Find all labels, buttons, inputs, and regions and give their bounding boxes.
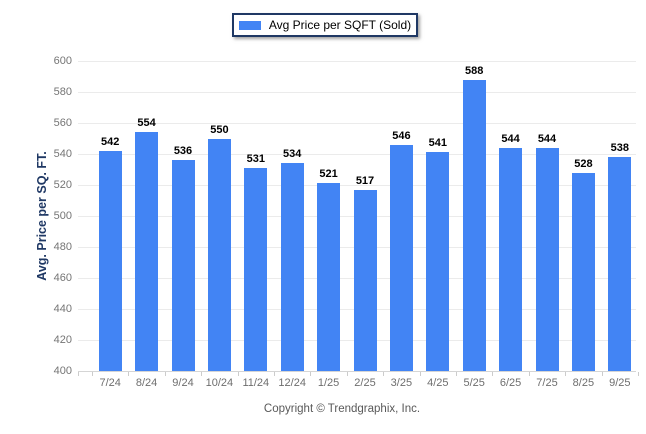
x-tick-mark	[92, 372, 93, 376]
x-tick-label: 7/24	[99, 377, 121, 389]
bar-value-label: 546	[392, 129, 411, 142]
x-tick-label: 9/24	[172, 377, 194, 389]
gridline	[78, 371, 636, 372]
bar-2/25	[353, 189, 377, 371]
x-tick-mark	[528, 372, 530, 376]
bar-1/25	[317, 183, 341, 371]
x-tick-mark	[383, 372, 385, 376]
bar-value-label: 542	[101, 135, 120, 148]
y-tick-label: 420	[53, 334, 72, 346]
bar-value-label: 538	[610, 142, 629, 155]
x-tick-mark	[310, 372, 312, 376]
gridline	[78, 123, 636, 124]
bar-8/24	[135, 132, 159, 371]
bar-value-label: 544	[537, 132, 557, 145]
x-tick-mark	[201, 372, 203, 376]
x-tick-mark	[419, 372, 421, 376]
y-tick-label: 520	[53, 179, 72, 191]
gridline	[78, 185, 636, 186]
bar-value-label: 550	[210, 123, 229, 136]
y-tick-label: 440	[53, 303, 72, 315]
x-tick-label: 7/25	[536, 377, 558, 389]
chart-legend: Avg Price per SQFT (Sold)	[232, 13, 418, 37]
bar-4/25	[426, 152, 450, 371]
x-tick-mark	[237, 372, 239, 376]
x-tick-mark	[346, 372, 348, 376]
bar-7/24	[98, 150, 122, 371]
gridline	[78, 61, 636, 62]
x-tick-label: 4/25	[427, 377, 449, 389]
bar-7/25	[535, 147, 559, 371]
x-tick-mark	[274, 372, 275, 376]
x-tick-mark	[456, 372, 457, 376]
y-tick-label: 480	[53, 241, 72, 253]
bar-value-label: 544	[501, 132, 520, 145]
x-tick-label: 10/24	[205, 377, 234, 389]
bar-5/25	[462, 79, 486, 371]
y-tick-label: 540	[53, 148, 72, 160]
bar-value-label: 528	[574, 157, 593, 170]
x-tick-label: 6/25	[499, 377, 522, 389]
bar-12/24	[280, 163, 304, 371]
bar-value-label: 517	[355, 174, 375, 187]
bar-value-label: 554	[137, 117, 156, 130]
legend-swatch-icon	[238, 20, 261, 30]
x-tick-label: 8/25	[572, 377, 595, 389]
bar-value-label: 521	[319, 168, 338, 181]
y-tick-label: 500	[53, 210, 72, 222]
bar-value-label: 534	[283, 148, 302, 161]
x-tick-label: 11/24	[242, 377, 270, 389]
bar-11/24	[244, 167, 268, 371]
bar-9/24	[171, 160, 195, 371]
y-tick-label: 560	[53, 117, 72, 129]
x-tick-label: 3/25	[390, 377, 413, 389]
x-tick-mark	[601, 372, 603, 376]
y-tick-label: 580	[53, 86, 72, 98]
x-tick-label: 5/25	[463, 377, 485, 389]
legend-label: Avg Price per SQFT (Sold)	[268, 18, 412, 32]
gridline	[78, 154, 636, 155]
x-tick-mark	[78, 372, 79, 376]
x-tick-mark	[492, 372, 494, 376]
bar-3/25	[389, 144, 413, 371]
x-tick-label: 9/25	[609, 377, 631, 389]
bar-value-label: 536	[173, 145, 193, 158]
x-tick-mark	[565, 372, 567, 376]
bar-9/25	[608, 157, 632, 371]
x-tick-mark	[638, 372, 639, 376]
bar-value-label: 531	[246, 152, 265, 165]
y-tick-label: 400	[53, 365, 72, 377]
x-tick-label: 2/25	[354, 377, 376, 389]
x-tick-label: 12/24	[278, 377, 306, 389]
x-tick-mark	[128, 372, 130, 376]
x-tick-label: 1/25	[317, 377, 340, 389]
bar-10/24	[207, 138, 231, 371]
y-tick-label: 460	[53, 272, 72, 284]
gridline	[78, 92, 636, 93]
x-tick-label: 8/24	[135, 377, 158, 389]
bar-6/25	[499, 147, 523, 371]
bar-value-label: 588	[465, 64, 484, 77]
bar-8/25	[571, 172, 595, 371]
copyright-text: Copyright © Trendgraphix, Inc.	[263, 403, 421, 415]
y-tick-label: 600	[53, 55, 72, 67]
bar-value-label: 541	[428, 137, 447, 150]
x-tick-mark	[164, 372, 166, 376]
